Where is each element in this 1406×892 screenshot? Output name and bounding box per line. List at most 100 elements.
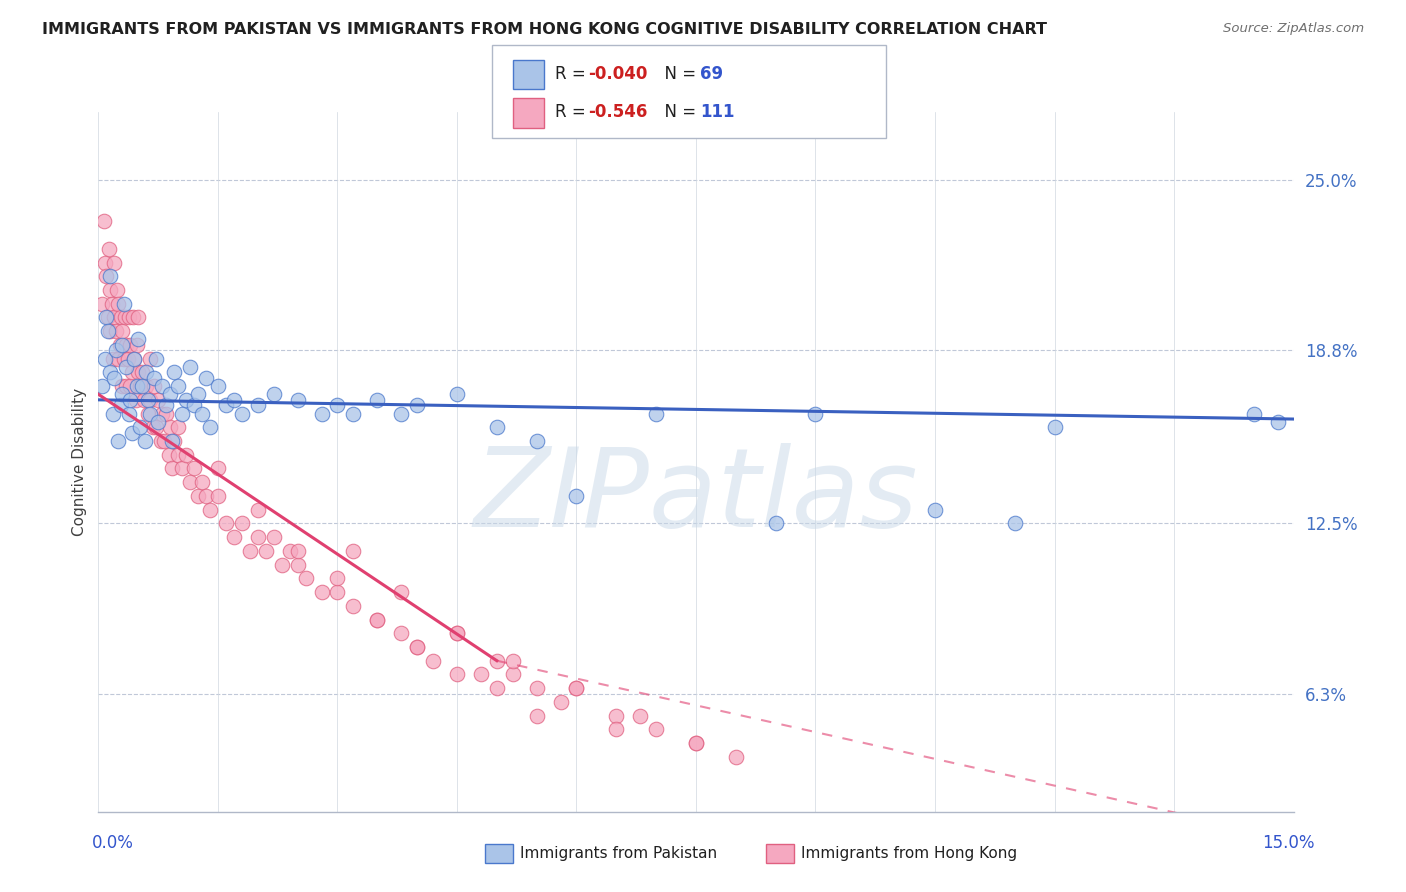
Point bbox=[105, 283, 128, 297]
Point bbox=[605, 708, 627, 723]
Point bbox=[342, 407, 364, 421]
Point bbox=[118, 310, 141, 325]
Point bbox=[97, 324, 120, 338]
Point bbox=[167, 420, 190, 434]
Point bbox=[389, 585, 412, 599]
Point bbox=[111, 324, 134, 338]
Point bbox=[115, 379, 138, 393]
Point bbox=[1267, 415, 1289, 429]
Point bbox=[628, 708, 651, 723]
Point bbox=[115, 338, 138, 352]
Point bbox=[724, 749, 747, 764]
Point bbox=[96, 310, 118, 325]
Point bbox=[142, 420, 165, 434]
Point bbox=[97, 310, 120, 325]
Point bbox=[565, 681, 588, 695]
Point bbox=[1004, 516, 1026, 531]
Point bbox=[98, 269, 122, 284]
Point bbox=[222, 392, 245, 407]
Text: 0.0%: 0.0% bbox=[91, 834, 134, 852]
Point bbox=[183, 398, 205, 412]
Point bbox=[207, 461, 229, 475]
Point bbox=[183, 461, 205, 475]
Point bbox=[101, 351, 124, 366]
Point bbox=[446, 626, 468, 640]
Point bbox=[118, 407, 141, 421]
Text: N =: N = bbox=[654, 65, 702, 83]
Y-axis label: Cognitive Disability: Cognitive Disability bbox=[72, 387, 87, 536]
Point bbox=[107, 434, 129, 448]
Point bbox=[127, 310, 149, 325]
Point bbox=[145, 420, 167, 434]
Point bbox=[278, 544, 301, 558]
Point bbox=[565, 681, 588, 695]
Point bbox=[93, 214, 115, 228]
Point bbox=[179, 475, 201, 490]
Point bbox=[114, 310, 136, 325]
Point bbox=[239, 544, 262, 558]
Point bbox=[270, 558, 292, 572]
Point bbox=[131, 379, 153, 393]
Point bbox=[91, 296, 114, 310]
Point bbox=[605, 723, 627, 737]
Point bbox=[485, 654, 508, 668]
Point bbox=[160, 434, 183, 448]
Point bbox=[98, 324, 122, 338]
Point bbox=[406, 640, 429, 654]
Point bbox=[645, 723, 668, 737]
Point bbox=[163, 365, 186, 379]
Point bbox=[124, 351, 146, 366]
Point bbox=[287, 392, 309, 407]
Text: R =: R = bbox=[555, 103, 592, 121]
Point bbox=[174, 392, 197, 407]
Point bbox=[294, 571, 316, 585]
Text: N =: N = bbox=[654, 103, 702, 121]
Point bbox=[246, 398, 269, 412]
Point bbox=[485, 681, 508, 695]
Point bbox=[287, 558, 309, 572]
Point bbox=[157, 448, 180, 462]
Point bbox=[145, 351, 167, 366]
Point bbox=[172, 407, 194, 421]
Point bbox=[110, 310, 132, 325]
Point bbox=[187, 387, 209, 401]
Point bbox=[110, 398, 132, 412]
Point bbox=[159, 420, 181, 434]
Point bbox=[246, 502, 269, 516]
Point bbox=[526, 434, 548, 448]
Point bbox=[231, 407, 253, 421]
Point bbox=[163, 434, 186, 448]
Point bbox=[148, 392, 170, 407]
Point bbox=[128, 420, 150, 434]
Point bbox=[155, 398, 177, 412]
Point bbox=[406, 640, 429, 654]
Point bbox=[311, 585, 333, 599]
Point bbox=[446, 667, 468, 681]
Point bbox=[121, 425, 143, 440]
Point bbox=[191, 407, 214, 421]
Point bbox=[167, 379, 190, 393]
Point bbox=[132, 392, 155, 407]
Point bbox=[91, 379, 114, 393]
Point bbox=[124, 351, 146, 366]
Point bbox=[645, 407, 668, 421]
Point bbox=[366, 613, 388, 627]
Point bbox=[143, 379, 166, 393]
Point bbox=[136, 392, 159, 407]
Point bbox=[94, 255, 117, 269]
Point bbox=[326, 585, 349, 599]
Point bbox=[148, 415, 170, 429]
Point bbox=[195, 371, 218, 385]
Point bbox=[389, 626, 412, 640]
Point bbox=[98, 365, 122, 379]
Point bbox=[127, 365, 149, 379]
Point bbox=[526, 681, 548, 695]
Point bbox=[342, 544, 364, 558]
Point bbox=[179, 359, 201, 374]
Point bbox=[502, 667, 524, 681]
Point bbox=[98, 283, 122, 297]
Point bbox=[263, 530, 285, 544]
Point bbox=[215, 516, 238, 531]
Text: Immigrants from Pakistan: Immigrants from Pakistan bbox=[520, 847, 717, 861]
Point bbox=[108, 338, 131, 352]
